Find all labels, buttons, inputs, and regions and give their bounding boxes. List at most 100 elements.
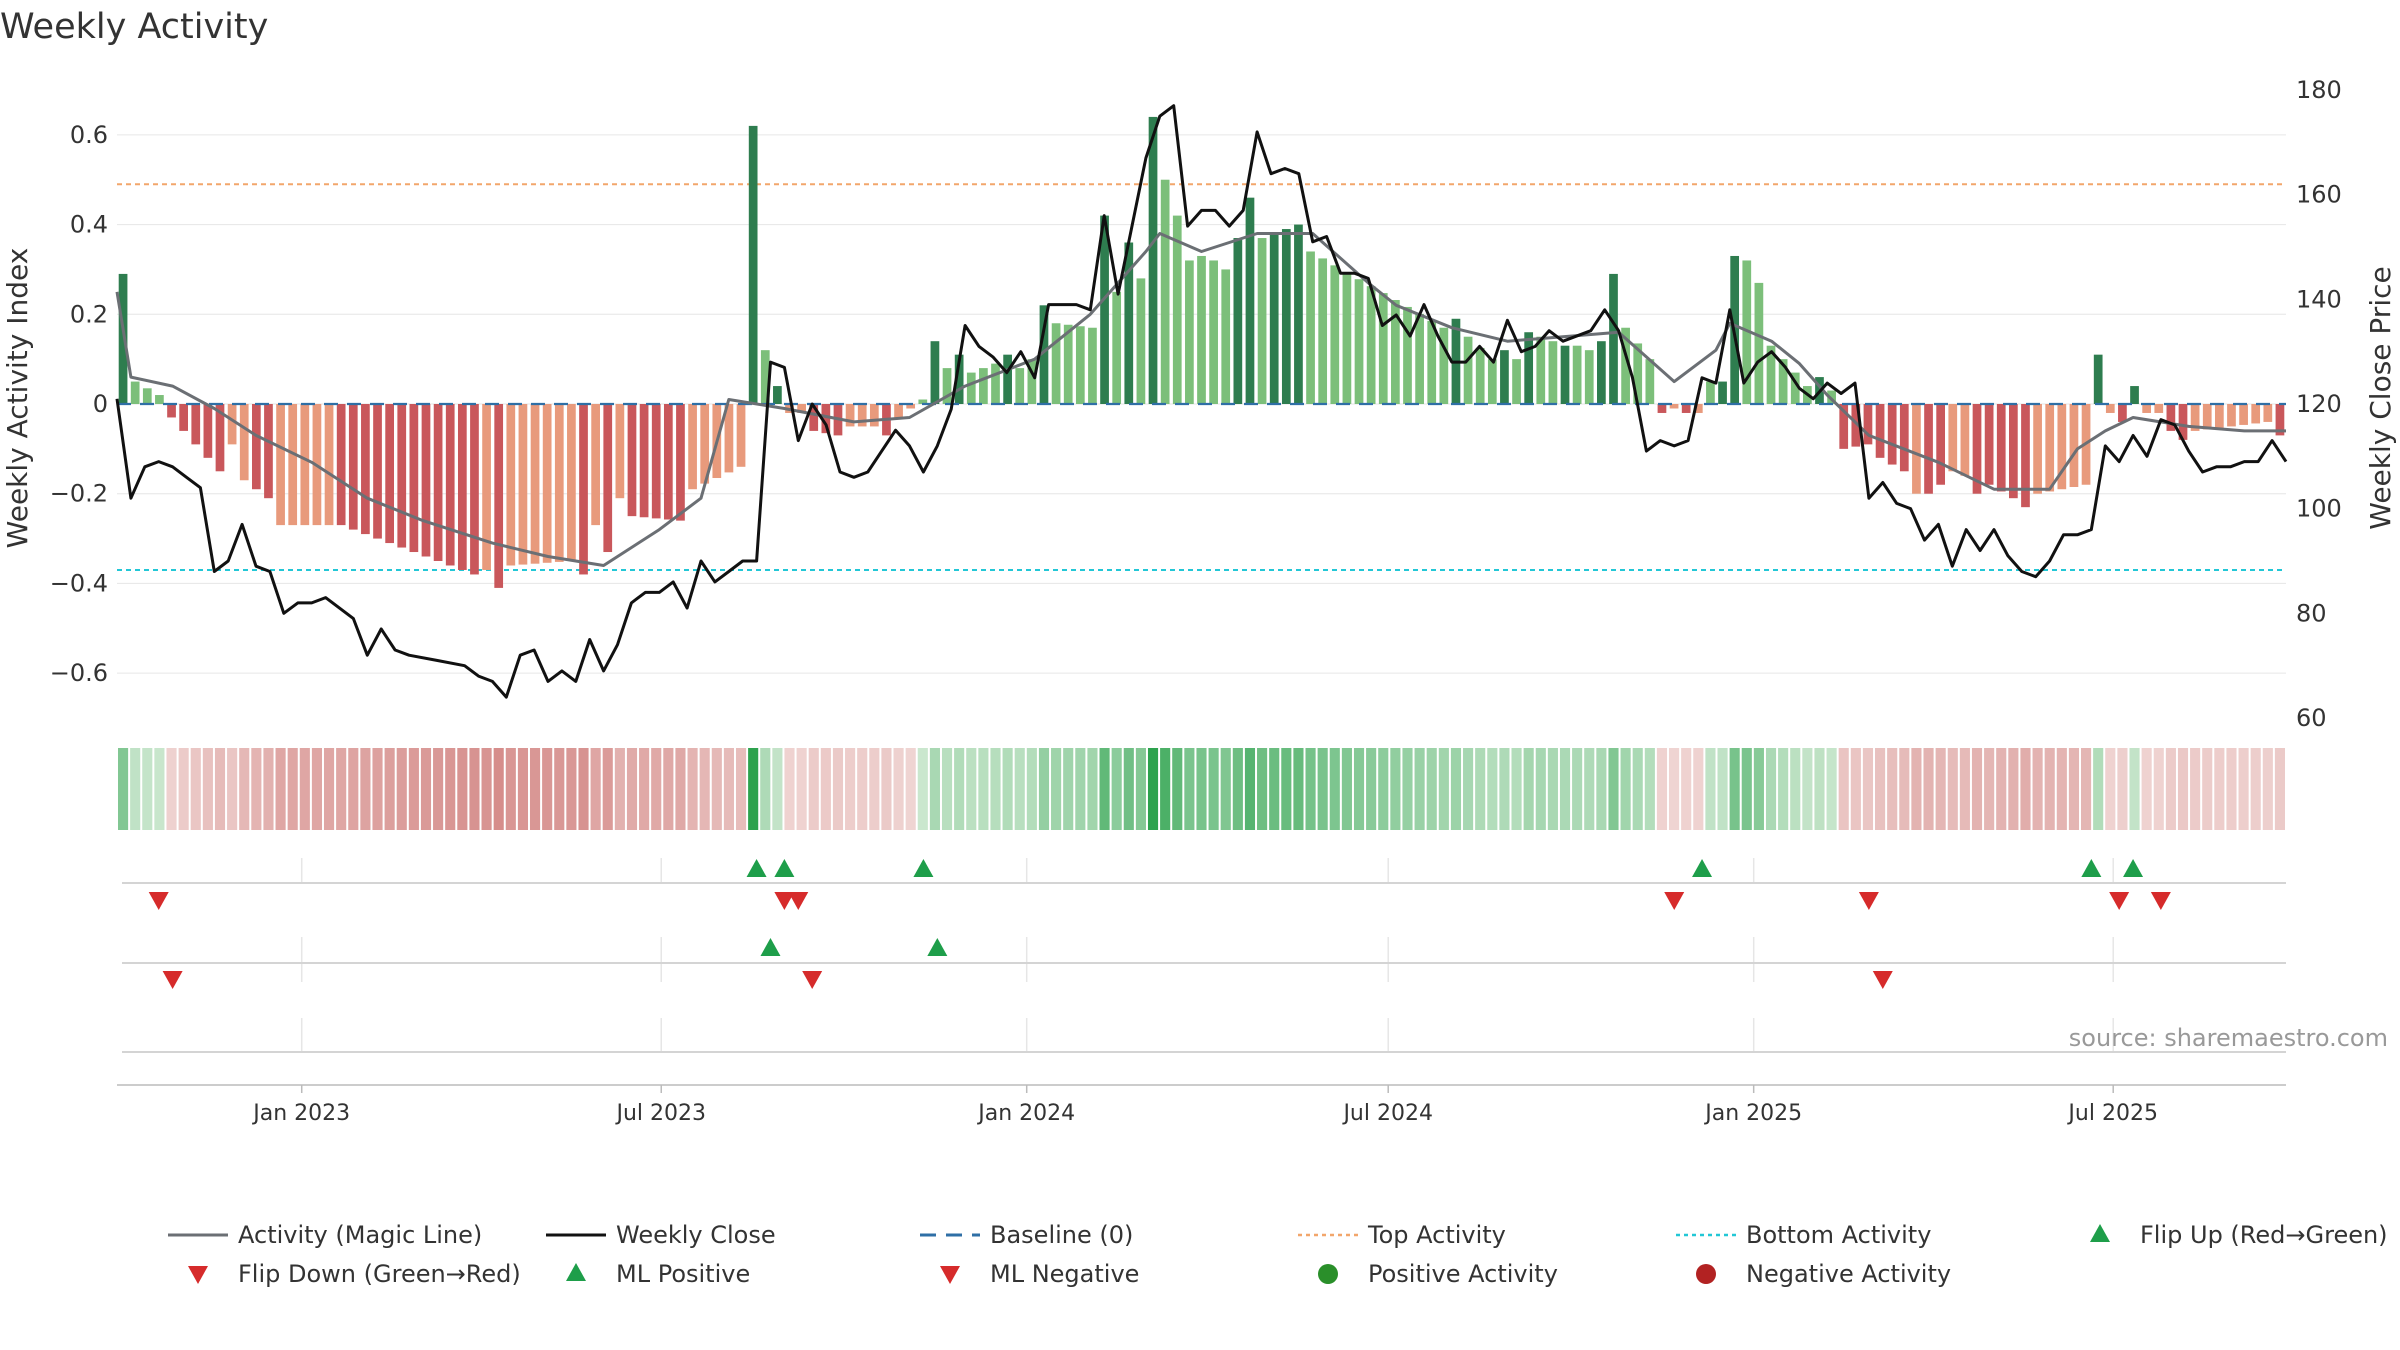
heat-cell: [336, 748, 347, 830]
activity-bar: [142, 388, 152, 404]
activity-bar: [1706, 381, 1715, 404]
heat-cell: [929, 748, 940, 830]
activity-bar: [1342, 272, 1352, 404]
heat-cell: [1620, 748, 1631, 830]
heat-cell: [1814, 748, 1825, 830]
heat-cell: [651, 748, 662, 830]
magic-line-series: [115, 232, 2286, 567]
heat-cell: [1269, 748, 1280, 830]
activity-bar: [2033, 404, 2042, 494]
heat-cell: [1838, 748, 1849, 830]
heat-cell: [154, 748, 165, 830]
activity-bar: [1584, 350, 1594, 404]
ml-negative-marker: [802, 971, 823, 989]
heat-cell: [1475, 748, 1486, 830]
activity-bar: [966, 372, 976, 404]
activity-bar: [1124, 242, 1134, 404]
heat-cell: [1523, 748, 1534, 830]
activity-bar: [1027, 359, 1037, 404]
heat-cell: [602, 748, 613, 830]
axes: 0.6 0.4 0.2 0 −0.2 −0.4 −0.6 180 160 140 120 100 80 6…: [1, 76, 2397, 732]
activity-bar: [1633, 343, 1643, 404]
heat-cell: [2190, 748, 2201, 830]
heat-cell: [1790, 748, 1801, 830]
activity-bar: [2227, 404, 2236, 427]
flip-up-marker: [913, 859, 934, 877]
activity-bar: [118, 273, 128, 404]
legend-item: Flip Down (Green→Red): [188, 1260, 521, 1288]
heat-cell: [1378, 748, 1389, 830]
legend-label: Top Activity: [1367, 1221, 1506, 1249]
heat-cell: [723, 748, 734, 830]
y2-axis-title: Weekly Close Price: [2364, 266, 2397, 529]
heat-cell: [1911, 748, 1922, 830]
heat-cell: [1826, 748, 1837, 830]
legend-triangle-down-icon: [188, 1266, 208, 1284]
heat-cell: [1305, 748, 1316, 830]
heat-cell: [2020, 748, 2031, 830]
heat-cell: [1257, 748, 1268, 830]
heat-cell: [118, 748, 129, 830]
heat-cell: [772, 748, 783, 830]
heat-cell: [360, 748, 371, 830]
heat-cell: [2141, 748, 2152, 830]
activity-bar: [748, 125, 758, 404]
legend-label: Flip Up (Red→Green): [2140, 1221, 2388, 1249]
activity-bar: [1669, 404, 1679, 409]
activity-bar: [1136, 278, 1146, 404]
activity-bar: [1015, 368, 1025, 404]
heat-cell: [1535, 748, 1546, 830]
activity-bar: [1657, 404, 1667, 413]
heat-cell: [699, 748, 710, 830]
heat-cell: [2165, 748, 2176, 830]
legend-circle-icon: [1318, 1264, 1338, 1284]
activity-bar: [1063, 324, 1073, 404]
activity-bar: [530, 404, 540, 564]
heat-cell: [2117, 748, 2128, 830]
date-tick-label: Jul 2024: [1341, 1101, 1433, 1126]
activity-bar: [1366, 286, 1376, 404]
legend-item: Positive Activity: [1318, 1260, 1558, 1288]
activity-bar: [1887, 404, 1897, 465]
activity-bar: [869, 404, 879, 427]
activity-bar: [397, 404, 407, 548]
activity-bar: [361, 404, 370, 535]
heat-cell: [1075, 748, 1086, 830]
y-tick-label: 0: [93, 390, 108, 418]
activity-bar: [264, 404, 273, 499]
heat-cell: [348, 748, 359, 830]
heat-cell: [1160, 748, 1171, 830]
activity-bar: [1075, 326, 1085, 404]
legend-item: Baseline (0): [920, 1221, 1133, 1249]
activity-bar: [300, 404, 310, 526]
activity-bar: [639, 404, 649, 518]
legend-label: Baseline (0): [990, 1221, 1133, 1249]
activity-bar: [457, 404, 467, 570]
heat-cell: [626, 748, 638, 830]
heat-cell: [1196, 748, 1207, 830]
y-tick-label: 0.6: [70, 121, 108, 149]
heat-cell: [481, 748, 492, 830]
heat-cell: [893, 748, 904, 830]
activity-bar: [1851, 404, 1861, 447]
heat-cell: [711, 748, 722, 830]
activity-bar: [579, 404, 588, 575]
activity-bar: [494, 404, 504, 588]
activity-bar: [1536, 336, 1546, 404]
ml-positive-marker: [927, 938, 948, 956]
activity-bar: [979, 368, 988, 404]
activity-bar: [288, 404, 298, 526]
activity-bar: [2154, 404, 2164, 413]
heat-cell: [1875, 748, 1886, 830]
activity-bar: [155, 395, 164, 404]
heat-cell: [1741, 748, 1752, 830]
activity-bar: [1912, 404, 1921, 494]
activity-bar: [2263, 404, 2273, 422]
heat-cell: [1414, 748, 1425, 830]
heat-cell: [2250, 748, 2261, 830]
activity-bar: [2105, 404, 2115, 413]
activity-bar: [1972, 404, 1982, 494]
activity-bar: [1960, 404, 1970, 476]
heat-cell: [1099, 748, 1110, 830]
